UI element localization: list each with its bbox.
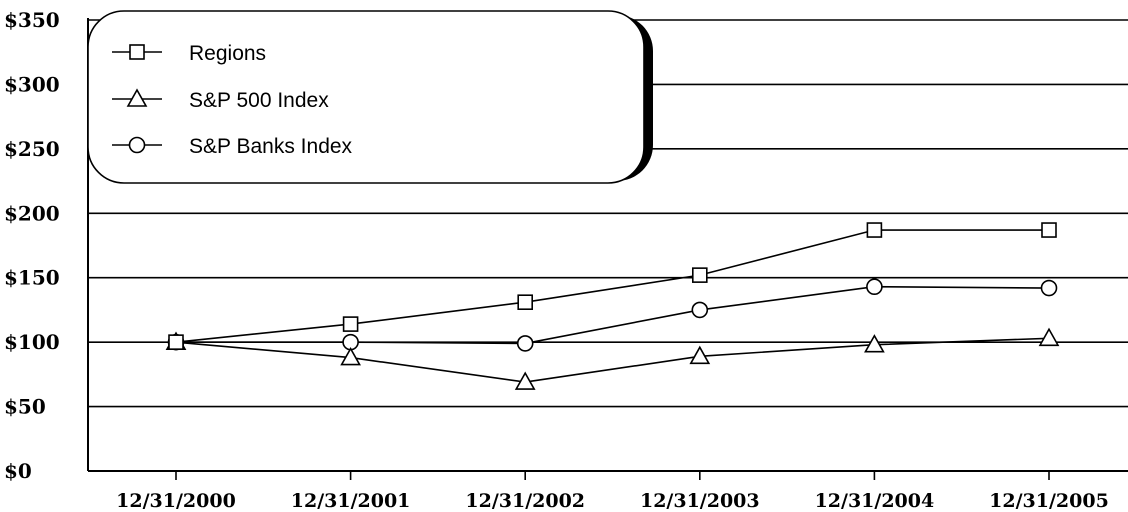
y-tick-label: $0 [4,459,32,483]
y-tick-label: $100 [4,330,60,354]
square-marker [1041,222,1057,238]
triangle-marker [340,346,361,366]
series-square [168,222,1057,350]
square-marker [517,294,534,310]
circle-marker [866,278,883,296]
square-marker [691,267,708,283]
square-marker [866,222,883,238]
legend-square-marker [129,44,145,60]
square-marker [168,334,184,350]
triangle-marker [864,334,885,353]
circle-marker [516,335,534,352]
y-tick-label: $50 [4,395,46,419]
x-tick-label: 12/31/2003 [640,490,760,512]
x-tick-label: 12/31/2001 [291,490,411,512]
x-tick-label: 12/31/2002 [465,490,585,512]
y-tick-label: $300 [4,72,60,96]
circle-marker [1040,279,1058,297]
x-tick-label: 12/31/2005 [989,490,1109,512]
x-tick-label: 12/31/2000 [116,490,236,512]
x-tick-label: 12/31/2004 [815,490,935,512]
series-line-circle [176,285,1050,345]
series-layer [165,222,1060,390]
legend-circle-marker [128,136,146,154]
series-triangle [165,327,1060,390]
series-line-triangle [175,337,1050,383]
triangle-marker [514,371,536,390]
square-marker [342,316,359,332]
y-tick-label: $350 [4,8,60,32]
triangle-marker [1038,327,1060,347]
circle-marker [691,301,709,319]
y-tick-label: $250 [4,137,60,161]
legend-label: S&P Banks Index [189,135,353,158]
legend-label: S&P 500 Index [189,89,329,112]
x-axis-ticks: 12/31/2000 12/31/2001 12/31/2002 12/31/2003… [116,471,1109,512]
y-tick-label: $150 [4,266,60,290]
triangle-marker [689,345,711,365]
y-tick-label: $200 [4,201,60,225]
series-line-square [175,229,1049,343]
legend-box [87,10,645,184]
series-circle [167,278,1058,352]
y-axis-ticks: $0 $50 $100 $150 $200 $250 $300 $350 [4,8,60,483]
legend-label: Regions [189,42,266,65]
legend: Regions S&P 500 Index S&P Banks Index [87,10,653,184]
legend-triangle-marker [126,88,148,107]
